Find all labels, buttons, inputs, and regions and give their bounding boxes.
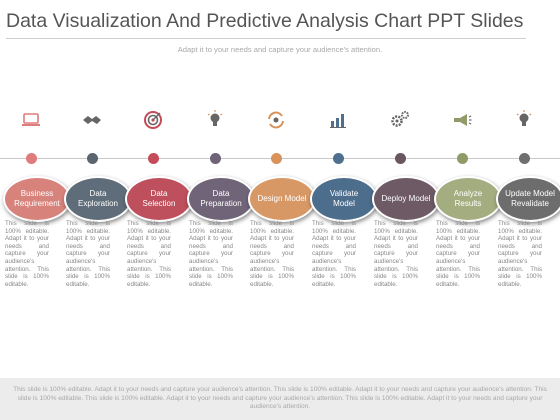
step-label: Data Preparation — [200, 189, 242, 208]
footer-text: This slide is 100% editable. Adapt it to… — [13, 386, 547, 411]
timeline-dot — [271, 153, 282, 164]
step-oval: Update Model Revalidate — [496, 176, 560, 222]
refresh-icon — [264, 108, 288, 132]
step-label: Design Model — [257, 194, 307, 203]
timeline-dot — [26, 153, 37, 164]
step-description: This slide is 100% editable. Adapt it to… — [127, 220, 171, 288]
step-oval: Design Model — [248, 176, 316, 222]
megaphone-icon — [450, 108, 474, 132]
step-label: Deploy Model — [381, 194, 431, 203]
handshake-icon — [80, 108, 104, 132]
lightbulb-icon — [203, 108, 227, 132]
slide-subtitle: Adapt it to your needs and capture your … — [177, 45, 383, 54]
step-description: This slide is 100% editable. Adapt it to… — [66, 220, 110, 288]
title-divider — [6, 38, 526, 39]
step-oval: Validate Model — [310, 176, 378, 222]
step-description: This slide is 100% editable. Adapt it to… — [374, 220, 418, 288]
timeline-dot — [333, 153, 344, 164]
step-description: This slide is 100% editable. Adapt it to… — [498, 220, 542, 288]
timeline-dot — [457, 153, 468, 164]
timeline-dot — [148, 153, 159, 164]
footer-band: This slide is 100% editable. Adapt it to… — [0, 378, 560, 420]
step-label: Data Selection — [142, 189, 176, 208]
laptop-icon — [19, 108, 43, 132]
step-description: This slide is 100% editable. Adapt it to… — [5, 220, 49, 288]
step-label: Update Model Revalidate — [505, 189, 555, 208]
timeline-dot — [519, 153, 530, 164]
step-description: This slide is 100% editable. Adapt it to… — [189, 220, 233, 288]
step-label: Data Exploration — [77, 189, 119, 208]
step-description: This slide is 100% editable. Adapt it to… — [312, 220, 356, 288]
step-description: This slide is 100% editable. Adapt it to… — [250, 220, 294, 288]
slide-title: Data Visualization And Predictive Analys… — [6, 10, 524, 32]
lightbulb-icon — [512, 108, 536, 132]
step-label: Business Requirement — [14, 189, 60, 208]
step-oval: Business Requirement — [3, 176, 71, 222]
step-oval: Analyze Results — [434, 176, 502, 222]
bar-chart-icon — [326, 108, 350, 132]
gears-icon — [388, 108, 412, 132]
step-oval: Data Exploration — [64, 176, 132, 222]
timeline-dot — [395, 153, 406, 164]
step-label: Analyze Results — [453, 189, 483, 208]
timeline-dot — [210, 153, 221, 164]
step-oval: Deploy Model — [372, 176, 440, 222]
step-label: Validate Model — [329, 189, 359, 208]
step-oval: Data Selection — [125, 176, 193, 222]
step-description: This slide is 100% editable. Adapt it to… — [436, 220, 480, 288]
timeline-dot — [87, 153, 98, 164]
target-icon — [141, 108, 165, 132]
step-oval: Data Preparation — [187, 176, 255, 222]
